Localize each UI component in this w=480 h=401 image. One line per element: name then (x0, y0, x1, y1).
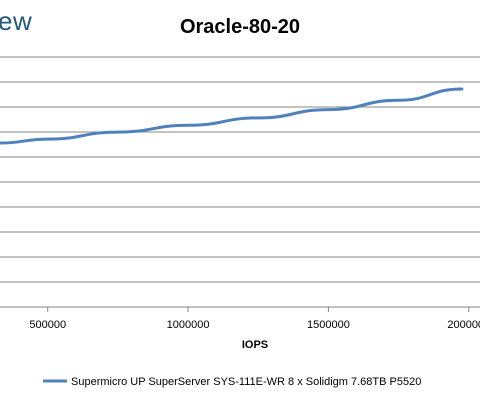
series-line (0, 87, 464, 145)
brand-logo-text: ew (0, 6, 33, 36)
x-axis-ticks: 500000 1000000 1500000 2000000 (29, 307, 480, 331)
x-axis-label: IOPS (242, 339, 268, 351)
chart-title: Oracle-80-20 (180, 16, 300, 38)
grid-lines (0, 56, 480, 308)
x-tick-label: 1500000 (307, 319, 350, 331)
x-tick-label: 2000000 (447, 319, 480, 331)
legend-entry: Supermicro UP SuperServer SYS-111E-WR 8 … (71, 376, 421, 388)
x-tick-label: 1000000 (167, 319, 210, 331)
x-tick-label: 500000 (29, 319, 66, 331)
legend: Supermicro UP SuperServer SYS-111E-WR 8 … (43, 376, 421, 388)
